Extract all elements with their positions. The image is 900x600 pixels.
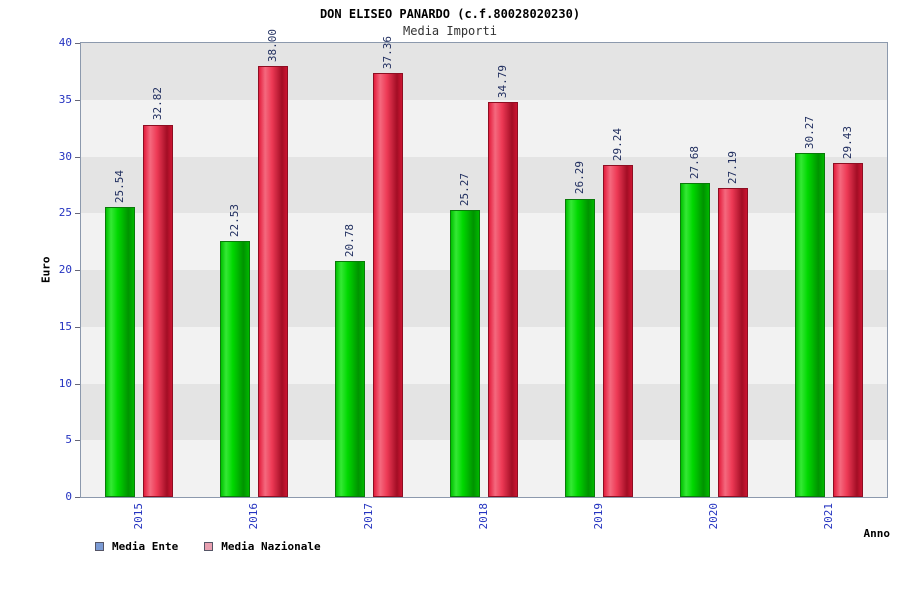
bar-value-label: 30.27: [803, 116, 817, 150]
media-nazionale-label: Media Nazionale: [221, 540, 321, 553]
y-tick-mark: [75, 440, 80, 442]
bar-value-label: 29.43: [841, 125, 855, 159]
x-tick-label-2021: 2021: [822, 503, 836, 530]
background-band: [81, 270, 887, 327]
y-tick-label: 30: [58, 149, 72, 163]
bar-media-ente-2018: [450, 210, 480, 497]
y-tick-label: 35: [58, 92, 72, 106]
bar-media-ente-2017: [334, 261, 365, 497]
bar-media-nazionale-2020: [718, 188, 749, 497]
y-tick-mark: [75, 213, 80, 215]
bar-value-label: 37.36: [380, 35, 394, 69]
y-tick-label: 40: [58, 36, 72, 49]
chart-subtitle: Media Importi: [403, 24, 497, 38]
legend-item-media-nazionale: Media Nazionale: [204, 540, 321, 553]
background-band: [81, 99, 887, 157]
bar-media-nazionale-2017: [372, 72, 403, 497]
bar-value-label: 26.29: [573, 161, 587, 195]
bar-value-label: 25.54: [112, 170, 126, 204]
bar-value-label: 27.68: [688, 145, 702, 179]
x-tick-label-2019: 2019: [592, 503, 606, 530]
bar-media-nazionale-2015: [142, 124, 173, 497]
bar-value-label: 22.53: [227, 204, 241, 238]
bar-value-label: 27.19: [726, 151, 740, 185]
plot-area: 25.54 32.82 22.53 38.00 20.78 37.36 25.27 34.79…: [80, 29, 888, 498]
media-ente-label: Media Ente: [112, 540, 179, 553]
y-tick-label: 15: [58, 319, 72, 333]
bar-value-label: 25.27: [458, 173, 471, 207]
bar-value-label: 29.24: [611, 128, 625, 162]
x-tick-label-2017: 2017: [361, 503, 375, 530]
media-ente-swatch-icon: [95, 542, 104, 551]
background-band: [81, 383, 887, 441]
y-tick-mark: [75, 270, 80, 271]
background-band: [81, 43, 887, 100]
y-tick-label: 10: [58, 376, 72, 390]
bar-media-ente-2020: [680, 182, 711, 497]
y-tick-mark: [75, 43, 80, 44]
chart-title: DON ELISEO PANARDO (c.f.80028020230): [319, 7, 581, 21]
background-band: [81, 156, 887, 214]
y-tick-label: 20: [58, 263, 72, 276]
bar-media-nazionale-2016: [257, 65, 288, 497]
x-axis-title: Anno: [863, 527, 891, 540]
y-tick-label: 0: [65, 490, 72, 503]
legend: Media Ente Media Nazionale: [95, 540, 321, 553]
y-tick-mark: [75, 383, 80, 385]
bar-media-ente-2019: [565, 198, 596, 497]
bar-media-ente-2016: [219, 241, 250, 497]
bar-value-label: 34.79: [496, 65, 509, 99]
y-tick-mark: [75, 326, 80, 328]
bar-media-nazionale-2018: [488, 102, 518, 497]
y-tick-mark: [75, 497, 80, 498]
background-band: [81, 326, 887, 384]
bar-value-label: 32.82: [150, 87, 164, 121]
media-nazionale-swatch-icon: [204, 542, 214, 551]
background-band: [81, 213, 887, 270]
bar-media-ente-2021: [795, 153, 826, 497]
x-tick-label-2015: 2015: [131, 503, 145, 530]
y-tick-mark: [75, 99, 80, 101]
x-tick-label-2020: 2020: [707, 503, 721, 530]
background-band: [81, 440, 887, 497]
legend-item-media-ente: Media Ente: [95, 540, 178, 553]
bar-value-label: 20.78: [342, 224, 356, 258]
x-tick-label-2016: 2016: [246, 503, 260, 530]
bar-media-ente-2015: [104, 207, 135, 497]
y-tick-label: 25: [58, 206, 72, 220]
x-tick-label-2018: 2018: [477, 503, 490, 530]
bar-media-nazionale-2021: [833, 162, 864, 497]
y-tick-mark: [75, 156, 80, 158]
bar-value-label: 38.00: [265, 28, 279, 62]
bar-media-nazionale-2019: [603, 165, 634, 497]
y-tick-label: 5: [65, 433, 72, 447]
